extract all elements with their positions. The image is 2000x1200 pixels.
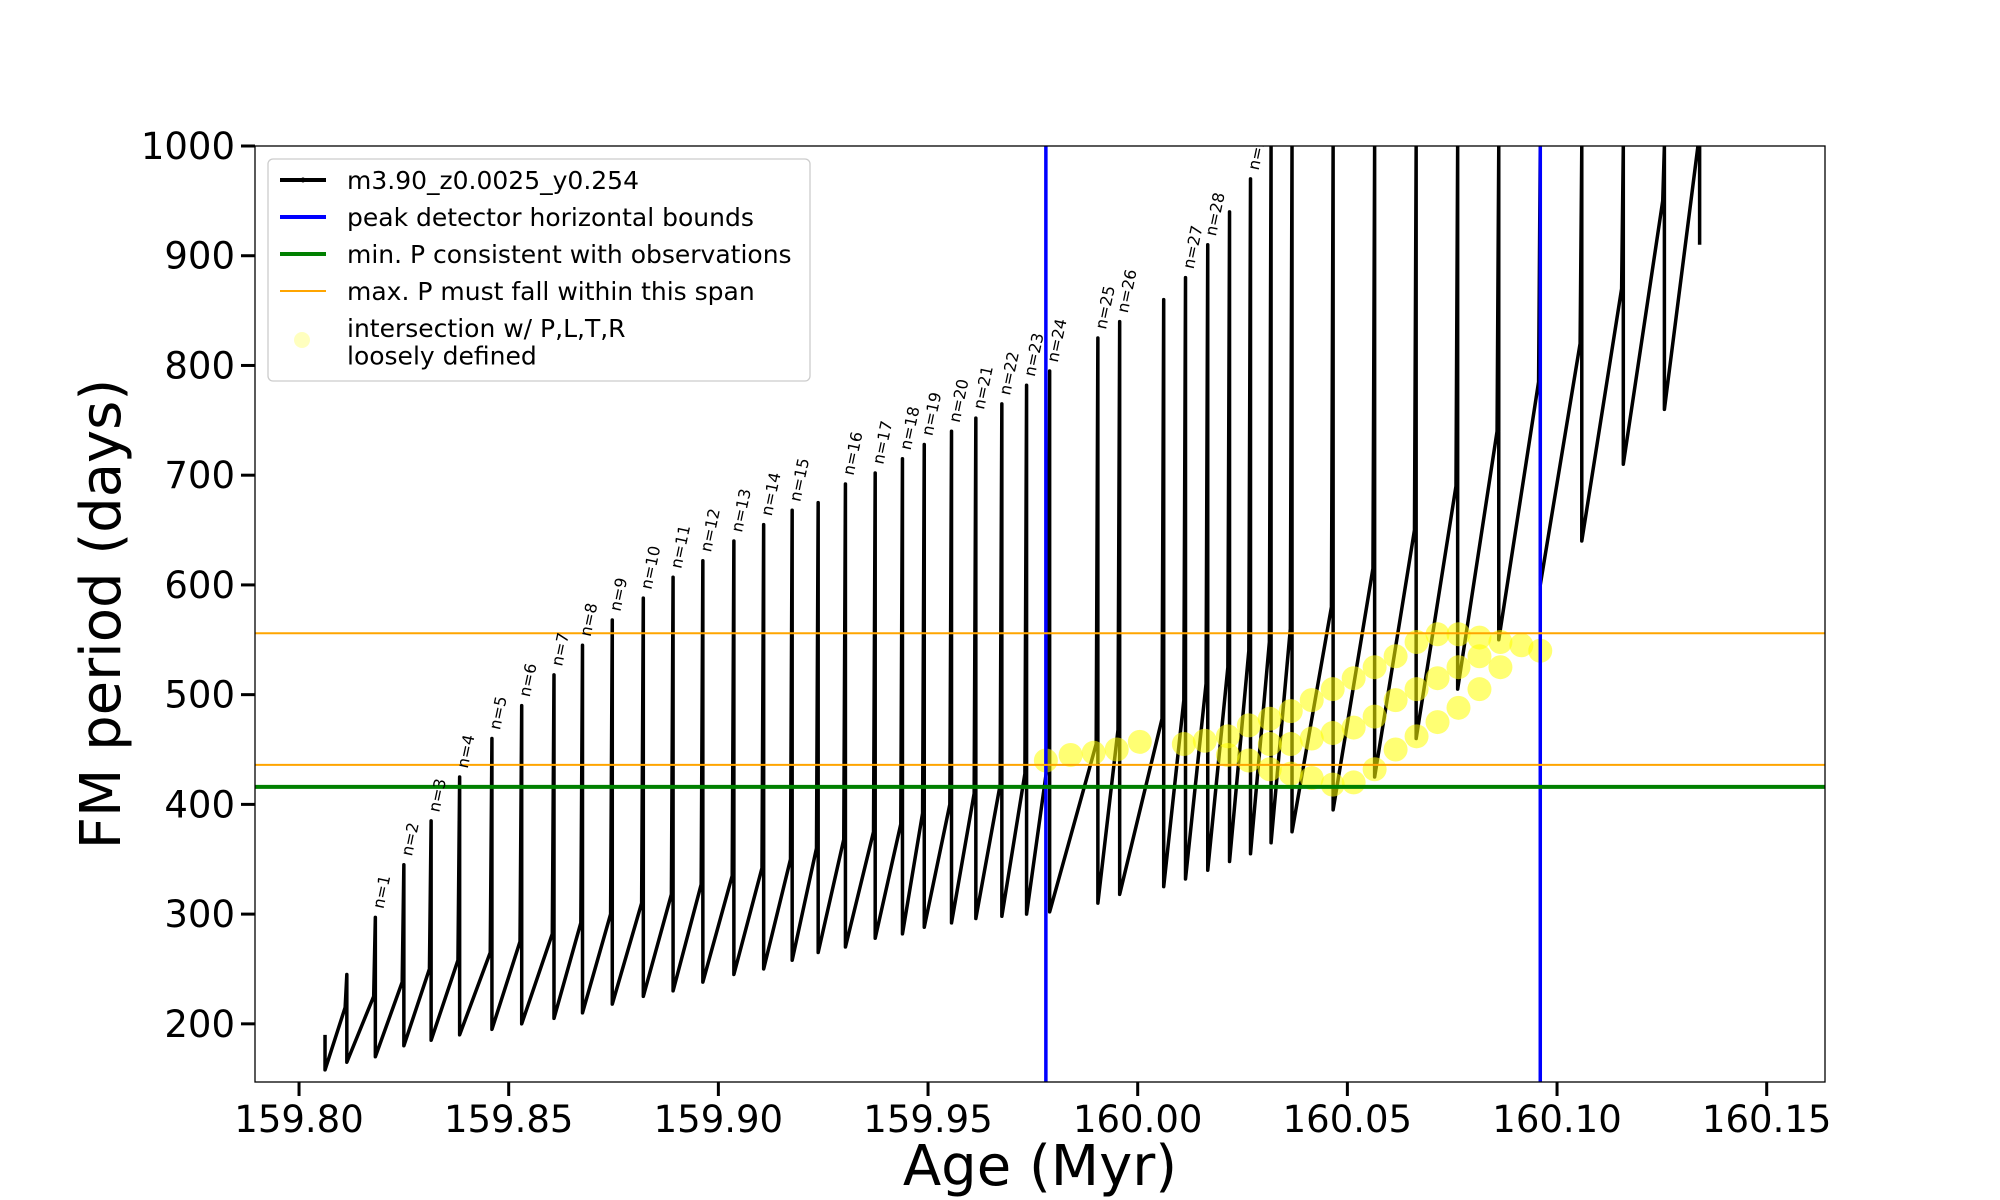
data-line xyxy=(323,146,1702,1072)
scatter-point xyxy=(1404,677,1429,702)
scatter-point xyxy=(1104,737,1129,762)
scatter-point xyxy=(1236,748,1261,773)
x-tick-label: 160.05 xyxy=(1283,1098,1412,1141)
scatter-point xyxy=(1383,737,1408,762)
scatter-point xyxy=(1171,732,1196,757)
scatter-point xyxy=(1509,633,1534,658)
scatter-point xyxy=(1299,688,1324,713)
legend-marker xyxy=(300,177,306,183)
y-axis-label: FM period (days) xyxy=(69,379,134,849)
x-tick-label: 159.95 xyxy=(863,1098,992,1141)
scatter-point xyxy=(1341,666,1366,691)
legend-label: intersection w/ P,L,T,R loosely defined xyxy=(347,314,626,371)
scatter-point xyxy=(1467,644,1492,669)
scatter-point xyxy=(1299,766,1324,791)
scatter-point xyxy=(1488,655,1513,680)
scatter-point xyxy=(1257,732,1282,757)
scatter-point xyxy=(1236,713,1261,738)
y-tick-label: 600 xyxy=(164,564,235,607)
scatter-point xyxy=(1425,622,1450,647)
scatter-point xyxy=(1404,724,1429,749)
x-axis-label: Age (Myr) xyxy=(903,1134,1177,1199)
scatter-point xyxy=(1362,757,1387,782)
scatter-point xyxy=(1299,726,1324,751)
scatter-point xyxy=(1488,629,1513,654)
scatter-point xyxy=(1383,644,1408,669)
scatter-point xyxy=(1215,724,1240,749)
legend-marker xyxy=(294,332,310,348)
scatter-point xyxy=(1341,770,1366,795)
scatter-point xyxy=(1320,772,1345,797)
axes: 159.80 159.85 159.90 159.95 160.00 160.05 160.… xyxy=(141,125,1832,1141)
scatter-point xyxy=(1058,743,1083,768)
x-tick-label: 160.00 xyxy=(1073,1098,1202,1141)
scatter-point xyxy=(1341,715,1366,740)
x-tick-label: 159.80 xyxy=(234,1098,363,1141)
scatter-point xyxy=(1446,695,1471,720)
scatter-point xyxy=(1446,655,1471,680)
scatter-point xyxy=(1320,677,1345,702)
y-tick-label: 700 xyxy=(164,454,235,497)
x-tick-label: 159.85 xyxy=(444,1098,573,1141)
plot-frame xyxy=(254,145,1826,1083)
scatter-point xyxy=(1278,761,1303,786)
scatter-point xyxy=(1257,757,1282,782)
scatter-point xyxy=(1467,677,1492,702)
y-tick-label: 200 xyxy=(164,1003,235,1046)
legend-label: max. P must fall within this span xyxy=(347,277,755,306)
x-tick-label: 160.10 xyxy=(1492,1098,1621,1141)
scatter-point xyxy=(1425,710,1450,735)
y-tick-label: 900 xyxy=(164,235,235,278)
scatter-point xyxy=(1383,688,1408,713)
x-tick-label: 159.90 xyxy=(654,1098,783,1141)
legend-label: min. P consistent with observations xyxy=(347,240,792,269)
scatter-point xyxy=(1425,666,1450,691)
legend-label: peak detector horizontal bounds xyxy=(347,203,754,232)
legend-frame xyxy=(267,158,811,382)
y-tick-label: 800 xyxy=(164,344,235,387)
y-tick-label: 300 xyxy=(164,893,235,936)
y-tick-label: 500 xyxy=(164,674,235,717)
scatter-point xyxy=(1320,721,1345,746)
scatter-point xyxy=(1278,732,1303,757)
scatter-point xyxy=(1362,704,1387,729)
scatter-point xyxy=(1127,729,1152,754)
y-tick-label: 1000 xyxy=(141,125,235,168)
scatter-point xyxy=(1362,655,1387,680)
scatter-point xyxy=(1467,625,1492,650)
scatter-point xyxy=(1257,706,1282,731)
scatter-point xyxy=(1081,740,1106,765)
x-tick-label: 160.15 xyxy=(1702,1098,1831,1141)
scatter-point xyxy=(1215,743,1240,768)
scatter-point xyxy=(1446,622,1471,647)
scatter-point xyxy=(1192,728,1217,753)
scatter-point xyxy=(1404,629,1429,654)
scatter-point xyxy=(1278,699,1303,724)
y-tick-label: 400 xyxy=(164,783,235,826)
legend-label: m3.90_z0.0025_y0.254 xyxy=(347,166,639,195)
